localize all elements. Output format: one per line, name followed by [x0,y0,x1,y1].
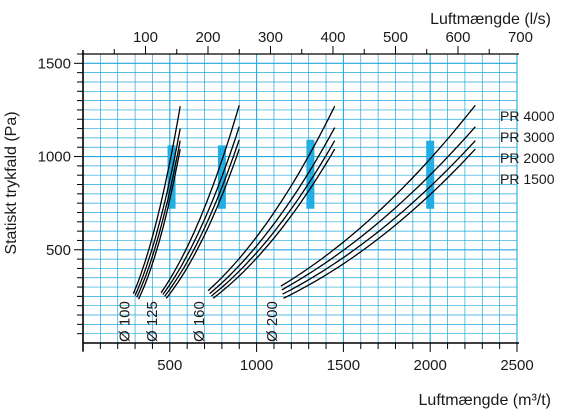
pressure-class-label: PR 3000 [500,129,555,145]
duct-diameter-label: Ø 100 [116,301,133,342]
chart-grid [82,53,518,343]
pressure-curve [211,140,336,297]
pressure-curve [207,105,336,292]
x2-tick-label: 200 [195,29,220,46]
duct-diameter-label: Ø 160 [191,301,208,342]
x2-axis-title: Luftmængde (l/s) [430,11,551,28]
x2-tick-label: 600 [445,29,470,46]
pressure-curve [138,148,181,300]
pressure-curve [164,139,240,297]
annotation-labels: PR 4000 PR 3000 PR 2000 PR 1500 Ø 100 Ø 125 Ø … [116,108,554,342]
duct-diameter-label: Ø 200 [264,301,281,342]
pressure-curve [134,128,181,296]
x-tick-label: 2000 [414,357,447,374]
x-tick-label: 2500 [500,357,533,374]
y-tick-label: 1500 [38,55,71,72]
x-tick-label: 500 [157,357,182,374]
pressure-curve [212,148,336,299]
x-tick-label: 1500 [327,357,360,374]
pressure-curve [282,140,476,295]
pressure-curve [283,148,476,299]
pressure-curve [136,140,181,298]
tick-labels: 500 1000 1500 2000 2500 500 1000 1500 100 200 300 4… [38,29,534,374]
pressure-curve [132,106,181,294]
y-tick-label: 500 [46,242,71,259]
pressure-curve [160,105,240,294]
pressure-curves [132,104,476,300]
x2-tick-label: 400 [320,29,345,46]
chart-axes [74,46,519,352]
pressure-curve [280,104,476,287]
pressure-curve [209,127,336,295]
x2-tick-label: 100 [133,29,158,46]
x-tick-label: 1000 [240,357,273,374]
x2-tick-label: 500 [383,29,408,46]
x2-tick-label: 300 [258,29,283,46]
pressure-curve [162,126,240,295]
pressure-curve [165,148,240,299]
y-tick-label: 1000 [38,149,71,166]
pressure-class-label: PR 2000 [500,150,555,166]
operating-band [306,139,315,209]
pressure-curve [281,126,476,291]
pressure-class-label: PR 1500 [500,171,555,187]
operating-band [167,145,176,209]
y-axis-title: Statiskt trykfald (Pa) [3,111,20,254]
x2-tick-label: 700 [508,29,533,46]
pressure-class-label: PR 4000 [500,108,555,124]
duct-diameter-label: Ø 125 [144,301,161,342]
x-axis-title: Luftmængde (m³/t) [419,392,551,409]
